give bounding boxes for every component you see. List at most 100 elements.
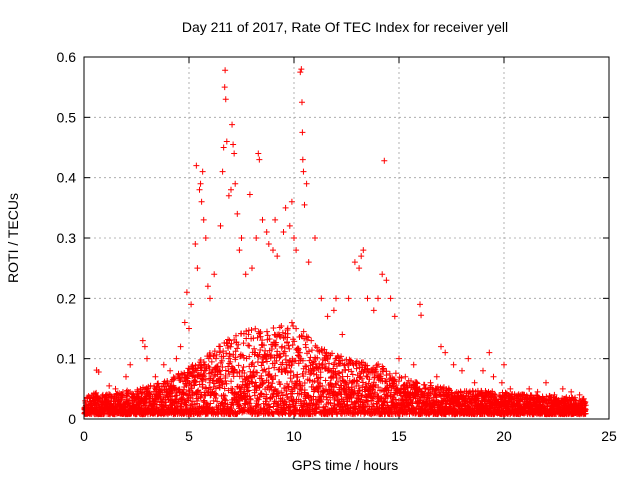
data-point	[240, 340, 247, 347]
data-point	[450, 361, 457, 368]
data-point	[256, 394, 263, 401]
y-tick-label: 0.6	[57, 49, 77, 65]
data-point	[289, 390, 296, 397]
data-point	[291, 338, 298, 345]
data-point	[246, 353, 253, 360]
data-point	[262, 368, 269, 375]
data-point	[196, 186, 203, 193]
data-point	[299, 357, 306, 364]
data-point	[278, 389, 285, 396]
data-point	[234, 345, 241, 352]
data-point	[288, 319, 295, 326]
data-point	[130, 391, 137, 398]
data-point	[543, 379, 549, 386]
data-point	[216, 383, 223, 390]
data-point	[203, 385, 210, 392]
data-point	[258, 372, 265, 379]
data-point	[396, 355, 402, 362]
data-point	[278, 322, 285, 329]
data-point	[219, 364, 226, 371]
data-point	[244, 384, 251, 391]
data-point	[147, 391, 154, 398]
data-point	[193, 162, 200, 169]
data-point	[276, 324, 283, 331]
data-point	[299, 404, 306, 411]
data-point	[223, 380, 230, 387]
data-point	[417, 301, 423, 308]
data-point	[301, 386, 308, 393]
data-point	[238, 384, 245, 391]
data-point	[219, 381, 226, 388]
data-point	[247, 396, 254, 403]
data-point	[284, 369, 291, 376]
data-point	[258, 362, 265, 369]
data-point	[254, 402, 261, 409]
data-point	[173, 355, 180, 362]
data-point	[387, 295, 394, 302]
data-point	[228, 186, 234, 193]
data-point	[303, 180, 310, 187]
data-point	[498, 379, 505, 386]
data-point	[265, 241, 272, 248]
data-point	[204, 283, 211, 290]
data-point	[576, 391, 583, 398]
data-point	[270, 376, 277, 383]
data-point	[285, 384, 292, 391]
data-point	[256, 156, 263, 163]
data-point	[296, 349, 303, 356]
data-point	[225, 368, 232, 375]
data-point	[226, 353, 233, 360]
data-point	[289, 358, 296, 365]
data-point	[181, 319, 188, 326]
data-point	[194, 265, 201, 272]
data-point	[144, 355, 150, 362]
data-point	[246, 393, 253, 400]
data-point	[226, 337, 233, 344]
data-point	[200, 216, 207, 223]
data-point	[197, 356, 204, 363]
data-point	[242, 271, 249, 278]
data-point	[188, 382, 195, 389]
data-point	[227, 343, 234, 350]
data-point	[254, 334, 261, 341]
data-point	[534, 388, 541, 395]
data-point	[279, 343, 286, 350]
data-point	[277, 353, 284, 360]
data-point	[214, 398, 221, 405]
data-point	[268, 384, 275, 391]
data-point	[198, 198, 205, 205]
data-point	[206, 364, 213, 371]
data-point	[197, 180, 204, 187]
data-point	[139, 389, 146, 396]
data-point	[174, 392, 181, 399]
data-point	[231, 366, 238, 373]
data-point	[222, 367, 229, 374]
data-point	[284, 325, 291, 332]
data-point	[192, 379, 199, 386]
data-point	[177, 403, 184, 410]
data-point	[201, 373, 208, 380]
data-point	[273, 357, 280, 364]
data-point	[217, 368, 224, 375]
data-point	[235, 341, 242, 348]
data-point	[228, 405, 235, 412]
data-point	[219, 357, 226, 364]
data-point	[189, 390, 196, 397]
data-point	[301, 379, 308, 386]
data-point	[324, 313, 331, 320]
data-point	[248, 326, 255, 333]
data-point	[253, 235, 260, 241]
data-point	[245, 342, 252, 349]
data-point	[212, 395, 219, 402]
data-point	[285, 383, 292, 390]
data-point	[287, 375, 294, 382]
data-point	[232, 332, 239, 339]
data-point	[263, 328, 270, 335]
data-point	[240, 364, 247, 371]
data-point	[270, 247, 276, 254]
data-point	[465, 355, 472, 362]
data-point	[330, 307, 337, 314]
data-point	[251, 363, 258, 370]
data-point	[283, 364, 290, 371]
data-point	[360, 247, 367, 254]
